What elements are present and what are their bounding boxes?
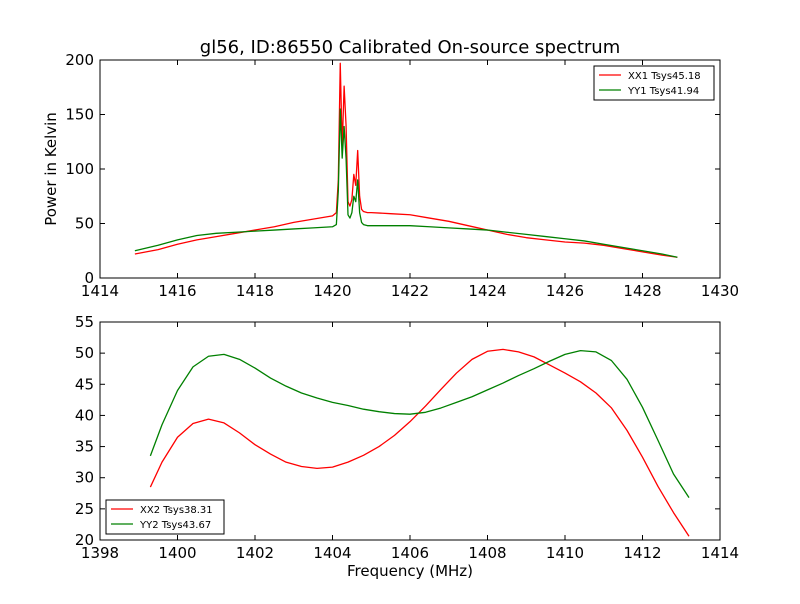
series-line-1-2 — [134, 108, 678, 258]
series-line-2-1 — [149, 348, 690, 537]
y-tick-label: 200 — [65, 51, 94, 69]
x-tick-label: 1424 — [468, 282, 506, 300]
x-tick-label: 1416 — [158, 282, 196, 300]
x-tick-label: 1414 — [81, 282, 119, 300]
legend: XX2 Tsys38.31 YY2 Tsys43.67 — [105, 499, 225, 535]
x-tick-label: 1414 — [701, 544, 739, 562]
x-tick-label: 1410 — [546, 544, 584, 562]
series-line-1-1 — [134, 62, 678, 258]
y-tick-label: 40 — [75, 406, 94, 424]
legend-label: YY2 Tsys43.67 — [139, 520, 211, 531]
y-tick-label: 25 — [75, 500, 94, 518]
x-tick-label: 1398 — [81, 544, 119, 562]
x-tick-label: 1422 — [391, 282, 429, 300]
x-axis-label: Frequency (MHz) — [347, 562, 473, 580]
series-line-2-2 — [149, 349, 690, 499]
y-tick-label: 50 — [75, 215, 94, 233]
legend-box — [593, 65, 715, 101]
legend-label: XX2 Tsys38.31 — [140, 505, 213, 516]
figure-title: gl56, ID:86550 Calibrated On-source spec… — [200, 37, 620, 58]
x-tick-label: 1428 — [623, 282, 661, 300]
y-axis-label: Power in Kelvin — [42, 112, 60, 226]
x-tick-label: 1408 — [468, 544, 506, 562]
x-tick-label: 1400 — [158, 544, 196, 562]
legend-label: YY1 Tsys41.94 — [627, 86, 699, 97]
x-tick-label: 1402 — [236, 544, 274, 562]
chart-panel-2: 1398 1400 1402 1404 1406 1408 1410 1412 1414 20 25… — [75, 313, 739, 580]
y-tick-label: 100 — [65, 160, 94, 178]
y-tick-label: 50 — [75, 344, 94, 362]
y-tick-label: 35 — [75, 438, 94, 456]
x-tick-label: 1412 — [623, 544, 661, 562]
y-tick-label: 150 — [65, 106, 94, 124]
y-tick-label: 0 — [84, 269, 94, 287]
x-tick-label: 1406 — [391, 544, 429, 562]
chart-panel-1: 1414 1416 1418 1420 1422 1424 1426 1428 1430 0 50 1… — [42, 51, 739, 300]
y-tick-label: 45 — [75, 375, 94, 393]
legend-label: XX1 Tsys45.18 — [628, 71, 701, 82]
x-tick-label: 1430 — [701, 282, 739, 300]
legend: XX1 Tsys45.18 YY1 Tsys41.94 — [593, 65, 715, 101]
y-tick-label: 30 — [75, 469, 94, 487]
x-tick-label: 1404 — [313, 544, 351, 562]
x-tick-label: 1426 — [546, 282, 584, 300]
x-tick-label: 1420 — [313, 282, 351, 300]
y-tick-label: 55 — [75, 313, 94, 331]
y-tick-label: 20 — [75, 531, 94, 549]
x-tick-label: 1418 — [236, 282, 274, 300]
legend-box — [105, 499, 225, 535]
